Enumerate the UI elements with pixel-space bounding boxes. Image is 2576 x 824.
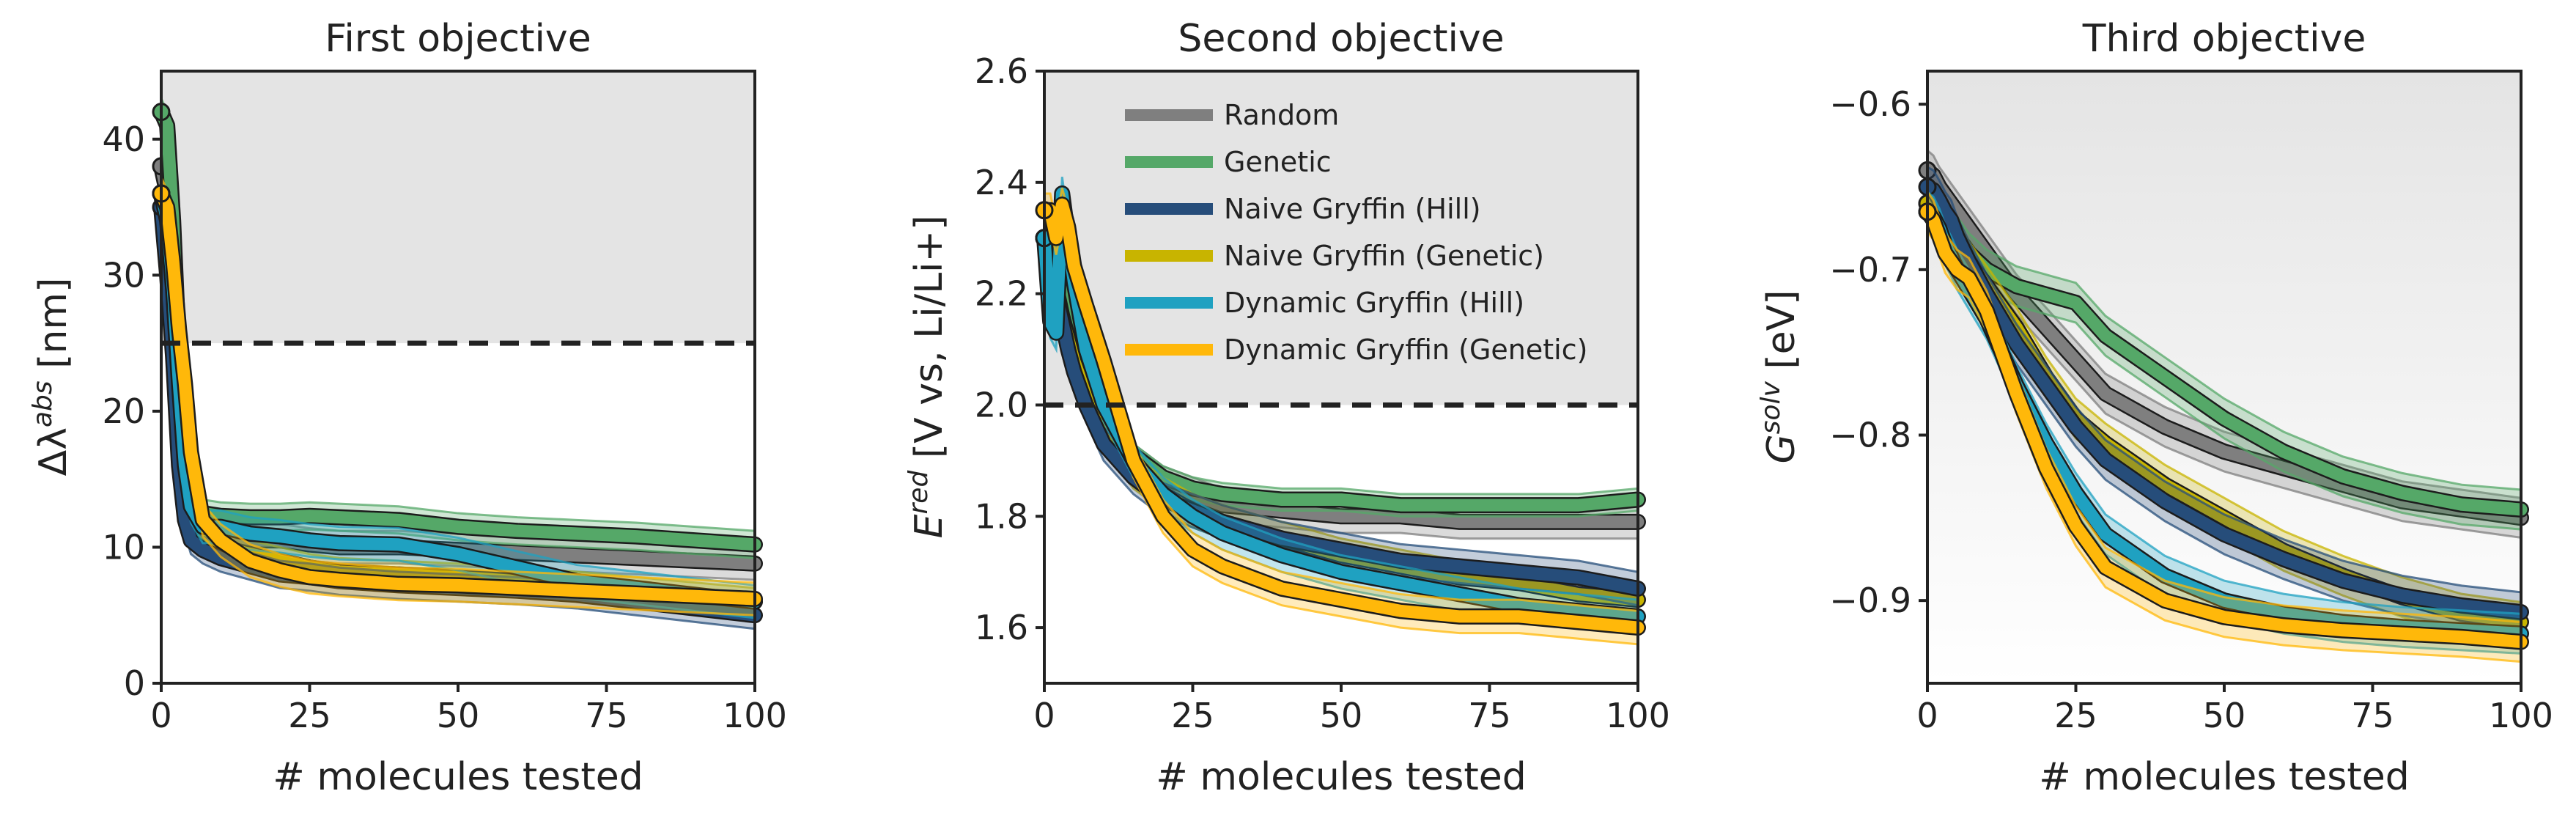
x-tick-label: 100 [723, 696, 787, 735]
panel-title: Second objective [1178, 17, 1504, 61]
y-tick-label: 2.6 [975, 51, 1028, 91]
y-tick-label: −0.6 [1829, 84, 1911, 124]
x-tick-label: 0 [1916, 696, 1938, 735]
panel-second-objective: 0 25 50 75 100 1.6 1.8 2.0 2.2 2.4 2.6 Second obje… [904, 17, 1670, 799]
legend-label-dynamic-gryffin-genetic: Dynamic Gryffin (Genetic) [1224, 334, 1587, 366]
legend: Random Genetic Naive Gryffin (Hill) Naive G… [1125, 99, 1587, 366]
series-line [1921, 205, 2528, 649]
y-axis-label: Gsolv [eV] [1756, 290, 1804, 463]
shaded-region [161, 71, 755, 344]
x-tick-label: 75 [1468, 696, 1511, 735]
x-tick-label: 100 [2489, 696, 2553, 735]
y-tick-label: 1.8 [975, 496, 1028, 536]
x-tick-label: 0 [150, 696, 171, 735]
series-line [1921, 180, 2528, 619]
series-layer [152, 98, 763, 630]
panel-title: Third objective [2082, 17, 2366, 61]
x-tick-label: 25 [288, 696, 331, 735]
y-tick-label: 0 [124, 663, 145, 703]
x-tick-label: 75 [2351, 696, 2394, 735]
band-upper-edge [1927, 166, 2522, 594]
series-dynamic-gryffin-genetic [1918, 191, 2529, 663]
y-tick-label: 30 [102, 255, 145, 295]
x-tick-label: 50 [437, 696, 480, 735]
y-tick-label: 1.6 [975, 608, 1028, 647]
y-tick-label: 2.4 [975, 163, 1028, 202]
y-tick-label: −0.9 [1829, 581, 1911, 620]
series-layer [1918, 150, 2529, 663]
series-band [1927, 183, 2521, 530]
legend-label-genetic: Genetic [1224, 146, 1332, 178]
y-tick-label: 20 [102, 391, 145, 431]
series-band [1927, 183, 2521, 642]
panel-title: First objective [325, 17, 591, 61]
x-tick-label: 25 [1171, 696, 1214, 735]
x-tick-label: 75 [585, 696, 628, 735]
tick-layer: 0 25 50 75 100 −0.9 −0.8 −0.7 −0.6 [1829, 84, 2553, 735]
y-axis-label: Ered [V vs, Li/Li+] [904, 216, 951, 539]
panel-third-objective: 0 25 50 75 100 −0.9 −0.8 −0.7 −0.6 Third objecti… [1756, 17, 2553, 799]
legend-label-dynamic-gryffin-hill: Dynamic Gryffin (Hill) [1224, 287, 1524, 319]
y-tick-label: 2.0 [975, 385, 1028, 424]
x-axis-label: # molecules tested [1156, 755, 1526, 799]
panel-first-objective: 0 25 50 75 100 0 10 20 30 40 First objective # mo… [28, 17, 787, 799]
band-lower-edge [1926, 231, 2522, 663]
tick-layer: 0 25 50 75 100 1.6 1.8 2.0 2.2 2.4 2.6 [975, 51, 1670, 735]
x-tick-label: 25 [2054, 696, 2097, 735]
y-axis-label: Δλabs [nm] [28, 278, 75, 477]
series-dynamic-gryffin-genetic [152, 177, 763, 617]
tick-layer: 0 25 50 75 100 0 10 20 30 40 [102, 119, 786, 735]
legend-label-naive-gryffin-genetic: Naive Gryffin (Genetic) [1224, 240, 1544, 272]
series-line [1038, 198, 1645, 634]
x-tick-label: 100 [1606, 696, 1670, 735]
y-tick-label: 10 [102, 527, 145, 567]
y-tick-label: −0.7 [1829, 250, 1911, 290]
series-dynamic-gryffin-genetic [1035, 188, 1646, 646]
x-tick-label: 0 [1033, 696, 1055, 735]
x-axis-label: # molecules tested [273, 755, 643, 799]
y-tick-label: −0.8 [1829, 415, 1911, 455]
series-naive-gryffin-hill [1918, 166, 2529, 633]
band-upper-edge [1043, 177, 1639, 601]
series-layer [1035, 177, 1646, 646]
x-tick-label: 50 [2203, 696, 2246, 735]
y-tick-label: 2.2 [975, 274, 1028, 314]
series-line [155, 187, 761, 606]
legend-label-naive-gryffin-hill: Naive Gryffin (Hill) [1224, 193, 1481, 225]
band-upper-edge [1927, 150, 2522, 499]
x-tick-label: 50 [1320, 696, 1363, 735]
legend-label-random: Random [1224, 99, 1339, 131]
y-tick-label: 40 [102, 119, 145, 159]
x-axis-label: # molecules tested [2039, 755, 2409, 799]
